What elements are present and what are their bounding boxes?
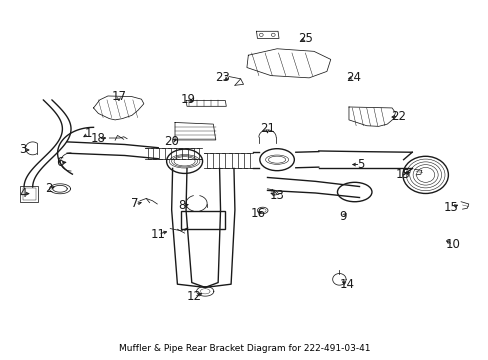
Text: 15: 15 bbox=[394, 168, 409, 181]
Text: 17: 17 bbox=[111, 90, 126, 103]
Text: 12: 12 bbox=[186, 290, 201, 303]
Text: 23: 23 bbox=[215, 71, 230, 84]
Text: 20: 20 bbox=[164, 135, 179, 148]
Bar bbox=[23, 189, 36, 200]
Text: 22: 22 bbox=[390, 109, 406, 122]
Text: 16: 16 bbox=[250, 207, 265, 220]
Bar bbox=[20, 186, 39, 202]
Text: 14: 14 bbox=[339, 278, 354, 291]
Text: 4: 4 bbox=[20, 187, 27, 200]
Text: 25: 25 bbox=[298, 32, 313, 45]
Bar bbox=[181, 211, 225, 229]
Text: 3: 3 bbox=[20, 144, 27, 157]
Text: 18: 18 bbox=[91, 132, 105, 145]
Text: 7: 7 bbox=[131, 198, 139, 211]
Text: 13: 13 bbox=[269, 189, 284, 202]
Text: 10: 10 bbox=[445, 238, 460, 251]
Text: 19: 19 bbox=[180, 93, 195, 106]
Text: 15: 15 bbox=[443, 201, 458, 214]
Text: Muffler & Pipe Rear Bracket Diagram for 222-491-03-41: Muffler & Pipe Rear Bracket Diagram for … bbox=[119, 344, 369, 353]
Text: 11: 11 bbox=[150, 228, 165, 240]
Text: 24: 24 bbox=[346, 71, 361, 84]
Text: 2: 2 bbox=[45, 182, 53, 195]
Text: 6: 6 bbox=[56, 156, 63, 170]
Text: 21: 21 bbox=[260, 122, 274, 135]
Text: 1: 1 bbox=[85, 127, 92, 140]
Text: 8: 8 bbox=[178, 199, 185, 212]
Text: 5: 5 bbox=[356, 158, 364, 171]
Text: 9: 9 bbox=[338, 210, 346, 223]
